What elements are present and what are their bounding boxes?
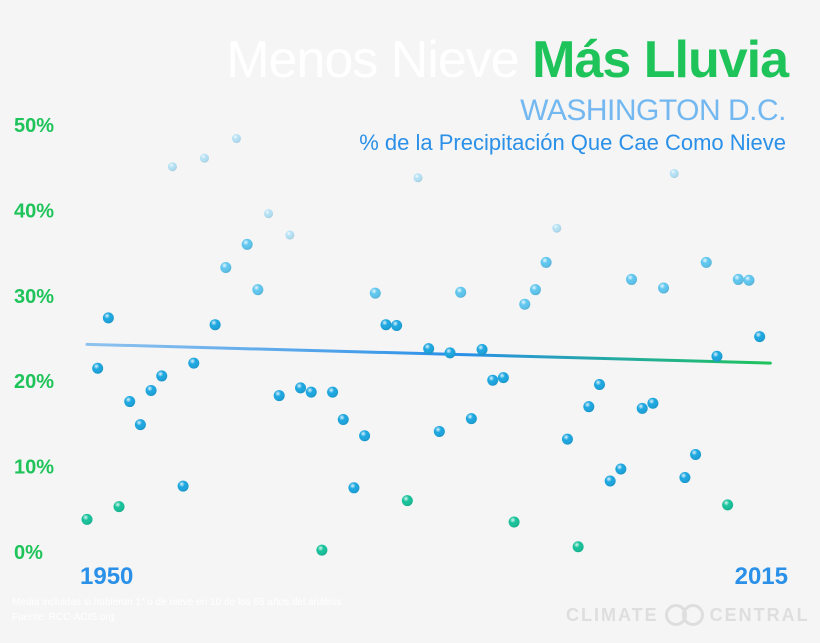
data-point <box>124 396 136 408</box>
data-point <box>145 384 157 396</box>
data-point <box>636 402 648 414</box>
data-point <box>316 544 328 556</box>
data-point <box>519 298 531 310</box>
data-point <box>732 273 744 285</box>
data-point <box>669 169 679 179</box>
data-point <box>295 382 307 394</box>
data-point <box>177 480 189 492</box>
data-point <box>209 319 221 331</box>
data-point <box>252 284 264 296</box>
data-point <box>241 238 253 250</box>
data-point <box>722 499 734 511</box>
data-point <box>743 274 755 286</box>
chart-subtitle: WASHINGTON D.C. <box>520 94 786 127</box>
data-point <box>572 541 584 553</box>
x-tick-label: 1950 <box>80 563 133 590</box>
data-point <box>156 370 168 382</box>
footnote-source: Fuente: RCC-ACIS.org <box>12 612 115 623</box>
chart-description: % de la Precipitación Que Cae Como Nieve <box>359 130 786 155</box>
data-point <box>529 284 541 296</box>
data-point <box>337 413 349 425</box>
data-point <box>583 401 595 413</box>
data-point <box>102 312 114 324</box>
data-point <box>476 343 488 355</box>
data-point <box>444 347 456 359</box>
data-point <box>540 256 552 268</box>
footnote-note: Media incluidas si hubieron 1" o de niev… <box>12 597 342 608</box>
data-point <box>167 162 177 172</box>
data-point <box>508 516 520 528</box>
data-point <box>81 513 93 525</box>
data-point <box>220 261 232 273</box>
data-point <box>92 362 104 374</box>
data-point <box>413 173 423 183</box>
data-point <box>552 223 562 233</box>
y-tick-label: 40% <box>14 200 54 222</box>
logo-word-left: CLIMATE <box>566 604 659 625</box>
data-point <box>497 372 509 384</box>
y-tick-label: 50% <box>14 115 54 137</box>
data-point <box>188 357 200 369</box>
chart-title: Menos Nieve Más Lluvia <box>226 31 789 89</box>
data-point <box>401 495 413 507</box>
data-point <box>231 134 241 144</box>
data-point <box>359 430 371 442</box>
data-point <box>679 472 691 484</box>
data-point <box>327 386 339 398</box>
y-tick-label: 10% <box>14 457 54 479</box>
data-point <box>369 287 381 299</box>
data-point <box>380 319 392 331</box>
data-point <box>647 397 659 409</box>
data-point <box>690 448 702 460</box>
data-point <box>423 343 435 355</box>
data-point <box>754 331 766 343</box>
y-tick-label: 20% <box>14 371 54 393</box>
data-point <box>593 378 605 390</box>
data-point <box>658 282 670 294</box>
data-point <box>273 390 285 402</box>
data-point <box>615 463 627 475</box>
data-point <box>626 273 638 285</box>
data-point <box>348 482 360 494</box>
data-point <box>285 230 295 240</box>
x-tick-label: 2015 <box>735 563 788 590</box>
data-point <box>433 425 445 437</box>
data-point <box>604 475 616 487</box>
data-point <box>700 256 712 268</box>
y-tick-label: 30% <box>14 286 54 308</box>
logo-word-right: CENTRAL <box>709 604 810 625</box>
data-point <box>305 386 317 398</box>
data-point <box>465 413 477 425</box>
data-point <box>455 286 467 298</box>
y-tick-label: 0% <box>14 542 43 564</box>
data-point <box>487 374 499 386</box>
data-point <box>561 433 573 445</box>
data-point <box>199 153 209 163</box>
data-point <box>113 501 125 513</box>
data-point <box>264 209 274 219</box>
data-point <box>134 419 146 431</box>
data-point <box>711 350 723 362</box>
title-part-rain: Más Lluvia <box>532 31 789 89</box>
title-part-snow: Menos Nieve <box>226 31 519 89</box>
climate-central-logo-icon <box>664 604 704 626</box>
footnote: Media incluidas si hubieron 1" o de niev… <box>12 595 341 625</box>
climate-central-logo: CLIMATE CENTRAL <box>566 604 810 626</box>
data-point <box>391 320 403 332</box>
